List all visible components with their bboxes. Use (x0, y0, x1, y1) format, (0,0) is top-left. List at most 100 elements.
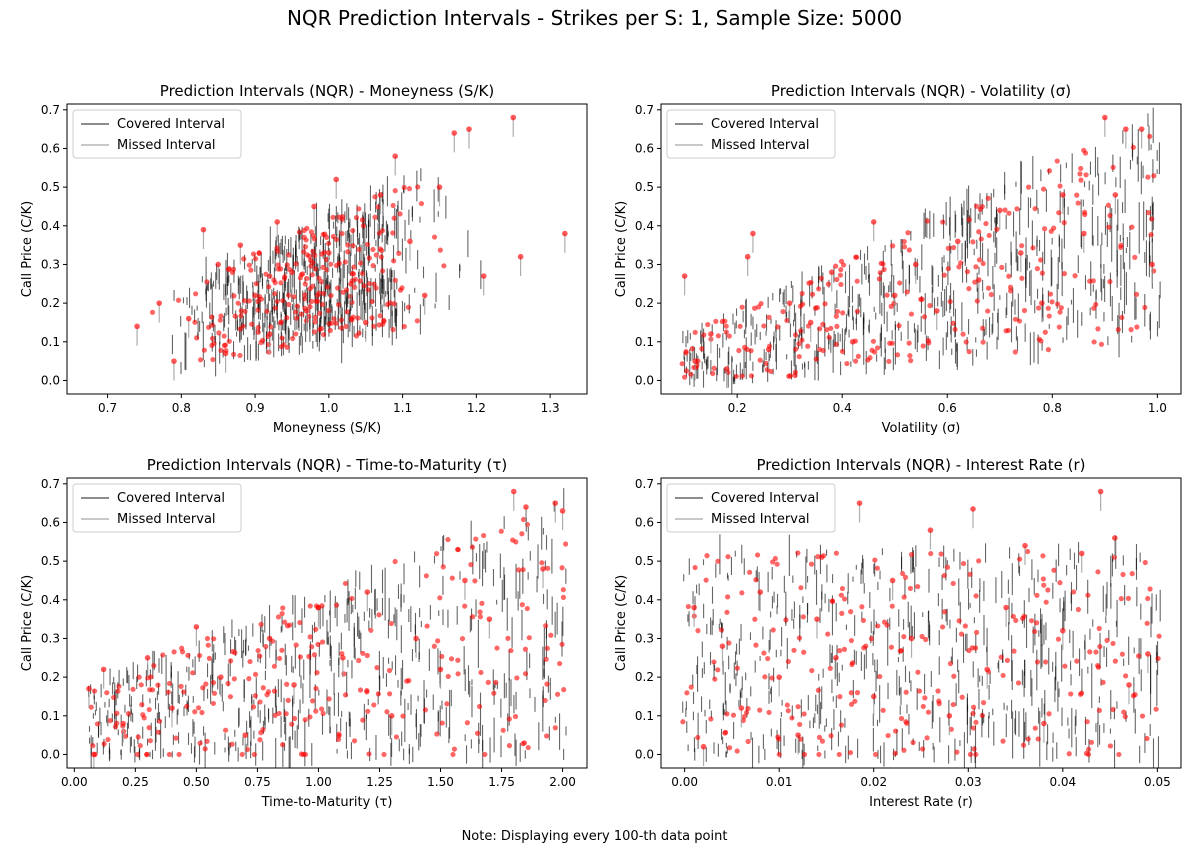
point-marker (209, 322, 216, 328)
data-point (333, 176, 340, 183)
point-marker (907, 585, 914, 592)
point-marker (838, 258, 845, 264)
point-marker (920, 343, 926, 349)
point-marker (342, 580, 349, 587)
x-tick-label: 1.00 (305, 775, 332, 789)
point-marker (325, 307, 331, 314)
point-marker (1144, 620, 1150, 626)
point-marker (1082, 211, 1088, 218)
data-point (218, 674, 224, 680)
point-marker (1051, 225, 1057, 231)
point-marker (785, 658, 792, 665)
point-marker (855, 353, 861, 359)
point-marker (723, 323, 729, 329)
point-marker (293, 261, 299, 267)
point-marker (1077, 171, 1083, 177)
point-marker (115, 688, 121, 694)
point-marker (816, 734, 823, 740)
point-marker (956, 618, 962, 624)
data-point (719, 643, 726, 649)
point-marker (205, 642, 211, 648)
point-marker (1134, 324, 1140, 330)
point-marker (199, 709, 205, 716)
point-marker (216, 330, 222, 336)
point-marker (324, 267, 330, 273)
point-marker (739, 304, 745, 310)
point-marker (1153, 706, 1159, 712)
point-marker (440, 564, 446, 570)
point-marker (976, 229, 982, 235)
point-marker (967, 571, 973, 577)
point-marker (390, 202, 396, 209)
point-marker (319, 301, 326, 308)
point-marker (339, 230, 345, 237)
point-marker (1043, 599, 1049, 605)
point-marker (474, 730, 481, 736)
point-marker (252, 671, 259, 678)
point-marker (796, 353, 802, 360)
point-marker (971, 746, 977, 752)
point-marker (298, 311, 305, 317)
point-marker (290, 335, 296, 342)
point-marker (459, 636, 466, 642)
point-marker (271, 663, 278, 669)
point-marker (166, 751, 173, 758)
point-marker (218, 347, 224, 354)
point-marker (372, 214, 378, 220)
point-marker (356, 330, 362, 336)
point-marker (792, 332, 799, 338)
point-marker (715, 333, 721, 339)
point-marker (249, 321, 255, 327)
point-marker (924, 218, 931, 224)
data-point (757, 589, 764, 595)
x-tick-label: 1.0 (1148, 401, 1167, 415)
point-marker (1145, 174, 1151, 180)
point-marker (789, 715, 795, 721)
point-marker (544, 733, 550, 739)
point-marker (833, 550, 839, 556)
point-marker (985, 195, 991, 201)
point-marker (278, 344, 285, 350)
y-tick-label: 0.2 (635, 296, 654, 310)
point-marker (860, 617, 867, 624)
point-marker (985, 285, 992, 291)
point-marker (699, 346, 705, 352)
point-marker (155, 682, 161, 688)
x-axis-label: Interest Rate (r) (869, 795, 973, 810)
point-marker (748, 348, 754, 354)
point-marker (390, 327, 396, 333)
point-marker (384, 709, 390, 715)
point-marker (414, 318, 420, 324)
point-marker (450, 751, 456, 758)
data-point (1149, 261, 1155, 268)
data-point (1017, 250, 1024, 256)
point-marker (333, 262, 339, 269)
footnote: Note: Displaying every 100-th data point (461, 829, 728, 844)
point-marker (753, 642, 759, 648)
point-marker (107, 717, 113, 724)
point-marker (559, 565, 565, 571)
point-marker (828, 733, 834, 739)
point-marker (792, 369, 798, 375)
point-marker (201, 347, 208, 353)
point-marker (801, 711, 807, 717)
point-marker (482, 751, 488, 758)
data-point (362, 319, 369, 326)
point-marker (516, 567, 522, 573)
point-marker (784, 317, 790, 324)
point-marker (875, 623, 881, 629)
point-marker (793, 346, 799, 352)
point-marker (1046, 313, 1052, 319)
point-marker (151, 663, 157, 669)
plot-area (679, 107, 1161, 394)
point-marker (776, 751, 782, 758)
point-marker (816, 286, 822, 292)
point-marker (936, 698, 942, 704)
point-marker (884, 292, 890, 298)
data-point (1102, 114, 1108, 121)
point-marker (477, 614, 484, 620)
point-marker (1014, 206, 1020, 212)
point-marker (266, 349, 272, 355)
data-point (348, 281, 354, 287)
point-marker (320, 710, 326, 717)
